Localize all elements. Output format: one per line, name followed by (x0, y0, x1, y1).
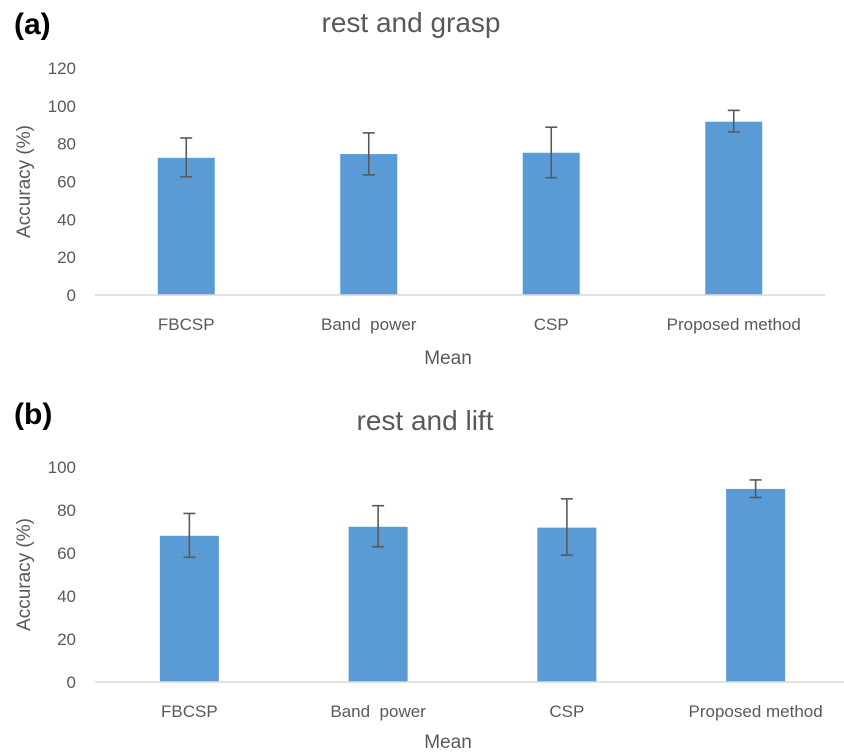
chart-panel-b: (b) rest and lift 0 20 40 60 80 100 Accuracy (%… (0, 390, 844, 753)
chart-title: rest and grasp (322, 7, 501, 38)
y-tick-label: 40 (57, 587, 76, 606)
y-tick-label: 80 (57, 501, 76, 520)
y-tick-label: 20 (57, 248, 76, 267)
y-tick-label: 60 (57, 544, 76, 563)
y-tick-label: 0 (67, 673, 76, 692)
x-tick-label: Proposed method (689, 702, 823, 721)
y-axis-label: Accuracy (%) (14, 125, 35, 238)
y-tick-label: 100 (48, 97, 76, 116)
y-tick-label: 60 (57, 173, 76, 192)
x-tick-label: FBCSP (158, 315, 215, 334)
panel-label-b: (b) (14, 398, 53, 431)
bar-fbcsp (157, 157, 215, 295)
x-tick-label: Band power (321, 315, 417, 334)
chart-a: rest and grasp 0 20 40 60 80 100 120 Accuracy (%… (14, 7, 825, 369)
y-tick-label: 40 (57, 210, 76, 229)
chart-panel-a: (a) rest and grasp 0 20 40 60 80 100 120 Accurac… (0, 0, 844, 375)
chart-b: rest and lift 0 20 40 60 80 100 Accuracy (%) FBC… (14, 405, 844, 753)
y-tick-label: 0 (67, 286, 76, 305)
x-axis-label: Mean (424, 348, 472, 369)
y-tick-label: 20 (57, 630, 76, 649)
x-tick-label: CSP (549, 702, 584, 721)
x-tick-label: Proposed method (667, 315, 801, 334)
y-tick-label: 80 (57, 135, 76, 154)
bar-proposed-method (726, 488, 786, 682)
x-axis-label: Mean (424, 732, 472, 753)
x-tick-label: FBCSP (161, 702, 218, 721)
bar-band-power (348, 526, 408, 682)
bar-fbcsp (159, 535, 219, 682)
x-tick-label: CSP (534, 315, 569, 334)
chart-title: rest and lift (357, 405, 494, 436)
bar-proposed-method (705, 121, 763, 296)
x-tick-label: Band power (330, 702, 426, 721)
panel-label-a: (a) (14, 8, 51, 41)
y-tick-label: 120 (48, 59, 76, 78)
y-tick-label: 100 (48, 458, 76, 477)
y-axis-label: Accuracy (%) (14, 518, 35, 631)
bar-band-power (340, 154, 398, 295)
